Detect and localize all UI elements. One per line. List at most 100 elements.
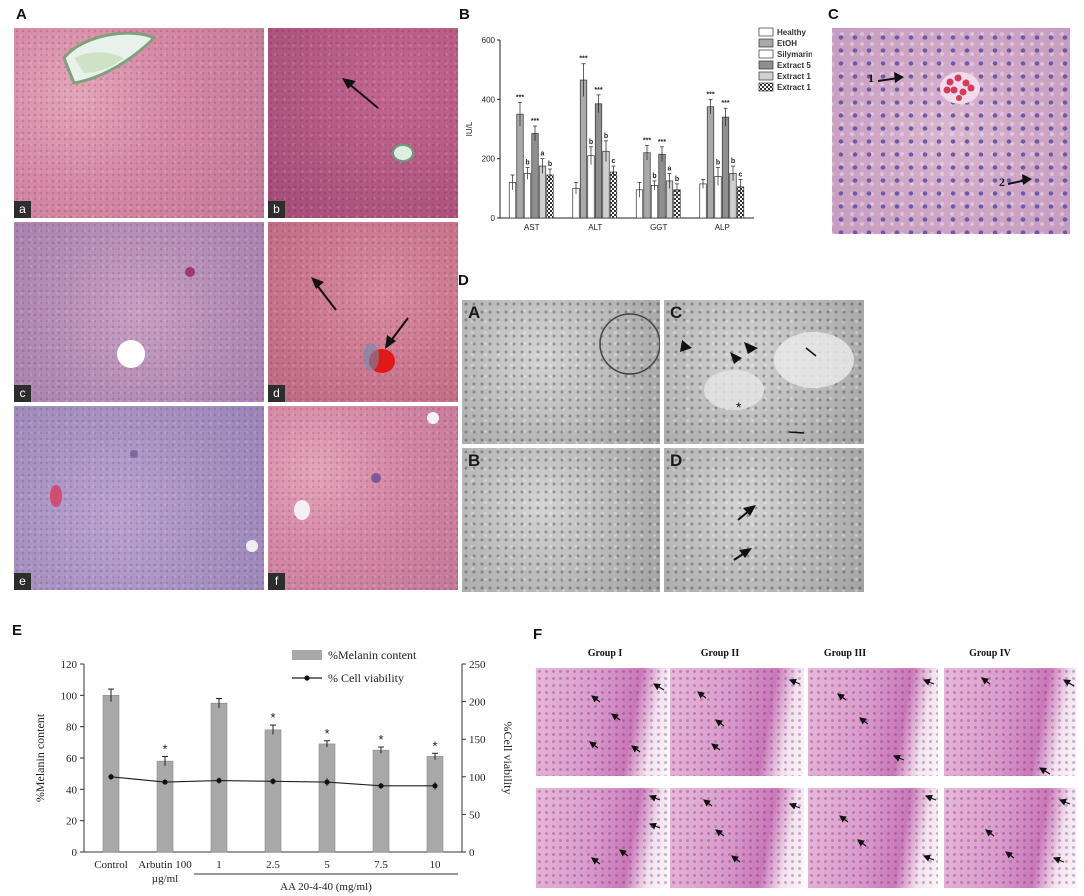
y2-tick-label: 50 <box>469 809 481 821</box>
panel-f-group-2-top <box>670 668 804 776</box>
panel-a-tile-b: b <box>268 28 458 218</box>
group-label: AA 20-4-40 (mg/ml) <box>280 881 372 893</box>
panel-c-letter: C <box>828 6 839 23</box>
bar <box>426 756 444 853</box>
y-tick-label: 600 <box>482 36 496 45</box>
arrow-icon <box>342 78 414 162</box>
y2-tick-label: 250 <box>469 659 486 671</box>
panel-b-bar-chart: 0200400600IU/LAST***b***abALT***b***bcGG… <box>465 27 812 232</box>
y-tick-label: 400 <box>482 95 496 104</box>
panel-f-group-1-top <box>536 668 668 776</box>
y-tick-label: 60 <box>66 753 78 765</box>
panel-f-group-3-bottom <box>808 788 938 888</box>
tile-label: a <box>14 201 31 218</box>
bar <box>650 185 659 219</box>
x-tick-label: Control <box>94 859 128 871</box>
legend-label: % Cell viability <box>328 671 404 685</box>
group-label: Group II <box>700 648 740 659</box>
data-label: a <box>668 166 672 173</box>
data-label: * <box>324 726 329 741</box>
vein-icon <box>294 412 439 520</box>
legend-label: Extract 1 <box>777 72 811 81</box>
group-label: Group IV <box>969 648 1011 659</box>
svg-text:*: * <box>736 399 742 415</box>
legend-swatch <box>758 27 774 37</box>
y2-tick-label: 100 <box>469 772 486 784</box>
vein-icon <box>117 267 195 368</box>
x-tick-label: 1 <box>216 859 222 871</box>
panel-d-tile-c: * C <box>664 300 864 444</box>
legend-label: Extract 5 <box>777 61 811 70</box>
legend-swatch <box>758 82 774 92</box>
data-label: *** <box>531 118 539 125</box>
tile-label: D <box>670 451 683 470</box>
data-label: b <box>548 161 552 168</box>
data-label: *** <box>721 100 729 107</box>
panel-a-tile-e: e <box>14 406 264 590</box>
data-label: a <box>541 151 545 158</box>
y-axis-label: IU/L <box>465 121 474 136</box>
legend-label: Silymarin <box>777 50 812 59</box>
data-label: *** <box>706 91 714 98</box>
x-tick-label: 2.5 <box>266 859 280 871</box>
bar <box>721 116 730 219</box>
tile-label: C <box>670 303 683 322</box>
bar <box>372 749 390 853</box>
bar <box>579 79 588 219</box>
bar <box>156 760 174 853</box>
tile-label: f <box>268 573 285 590</box>
panel-a-tile-c: c <box>14 222 264 402</box>
group-label: Group I <box>587 648 623 659</box>
tile-label: d <box>268 385 285 402</box>
y-tick-label: 100 <box>61 690 78 702</box>
y2-axis-label: %Cell viability <box>501 722 515 795</box>
line-point <box>432 783 438 789</box>
x-tick-label: GGT <box>650 223 667 232</box>
panel-d-tile-d: D <box>664 448 864 592</box>
vein-icon <box>62 31 157 85</box>
data-label: *** <box>516 94 524 101</box>
y-axis-label: %Melanin content <box>33 713 47 802</box>
legend-swatch <box>758 71 774 81</box>
y2-tick-label: 200 <box>469 697 486 709</box>
tile-label: A <box>468 303 481 322</box>
line-point <box>378 783 384 789</box>
arrow-icon <box>311 277 409 373</box>
panel-f-group-4-top <box>944 668 1076 776</box>
legend-label: Extract 1 <box>777 83 811 92</box>
vein-icon <box>50 450 258 552</box>
tile-label: B <box>468 451 481 470</box>
bar <box>264 729 282 853</box>
y-tick-label: 20 <box>66 816 78 828</box>
line-point <box>216 777 222 784</box>
line-point <box>270 778 276 784</box>
bar <box>318 743 336 853</box>
x-tick-label: Arbutin 100 <box>138 859 192 871</box>
bar <box>706 106 715 219</box>
data-label: b <box>589 139 593 146</box>
panel-e-letter: E <box>12 622 23 639</box>
panel-f-group-3-top <box>808 668 938 776</box>
bar <box>699 183 707 219</box>
bar <box>516 113 524 219</box>
panel-d-tile-b: B <box>462 448 660 592</box>
panel-a-tile-d: d <box>268 222 458 402</box>
panel-b-letter: B <box>459 6 470 23</box>
panel-a-tile-a: a <box>14 28 264 218</box>
data-label: * <box>378 732 383 747</box>
bar <box>546 174 554 219</box>
y2-tick-label: 150 <box>469 734 486 746</box>
bar <box>531 133 539 219</box>
legend-label: %Melanin content <box>328 648 417 662</box>
panel-f-group-2-bottom <box>670 788 804 888</box>
tile-label: b <box>268 201 285 218</box>
legend-swatch <box>292 650 322 660</box>
arrow-icon <box>877 72 1032 185</box>
data-label: * <box>270 710 275 725</box>
tile-label: e <box>14 573 31 590</box>
panel-d-tile-a: A <box>462 300 660 444</box>
panel-f-group-4-bottom <box>944 788 1076 888</box>
y-tick-label: 120 <box>61 659 78 671</box>
panel-d-letter: D <box>458 272 469 289</box>
legend-swatch <box>758 49 774 59</box>
